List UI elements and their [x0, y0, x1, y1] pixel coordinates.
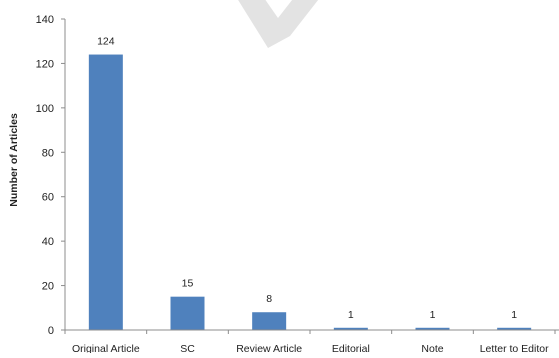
bar [170, 296, 205, 330]
bar-series: 124 15 8 1 1 1 [88, 36, 532, 331]
category-label: Original Article [72, 343, 140, 353]
y-tick-label: 120 [36, 58, 54, 70]
y-tick-label: 20 [42, 281, 54, 293]
bar [415, 327, 450, 330]
bar [497, 327, 532, 330]
y-tick-label: 60 [42, 192, 54, 204]
y-axis-title: Number of Articles [8, 113, 20, 207]
category-label: Note [421, 343, 443, 353]
category-label: SC [180, 343, 195, 353]
data-label: 8 [266, 293, 272, 305]
y-tick-label: 100 [36, 103, 54, 115]
bar [88, 54, 123, 331]
y-tick-label: 140 [36, 14, 54, 26]
chart-axes [64, 19, 559, 334]
category-label: Review Article [236, 343, 302, 353]
category-label: Letter to Editor [480, 343, 549, 353]
bar [333, 327, 368, 330]
data-label: 1 [511, 309, 517, 321]
y-axis-ticks: 0 20 40 60 80 100 120 140 [36, 14, 65, 337]
y-tick-label: 80 [42, 147, 54, 159]
data-label: 1 [348, 309, 354, 321]
data-label: 15 [182, 278, 194, 290]
category-label: Editorial [332, 343, 370, 353]
y-tick-label: 40 [42, 236, 54, 248]
data-label: 124 [97, 36, 115, 48]
y-tick-label: 0 [48, 325, 54, 337]
data-label: 1 [430, 309, 436, 321]
bar [252, 312, 287, 330]
watermark-graphic [238, 0, 319, 48]
category-labels: Original Article SC Review Article Editoria… [72, 343, 549, 355]
